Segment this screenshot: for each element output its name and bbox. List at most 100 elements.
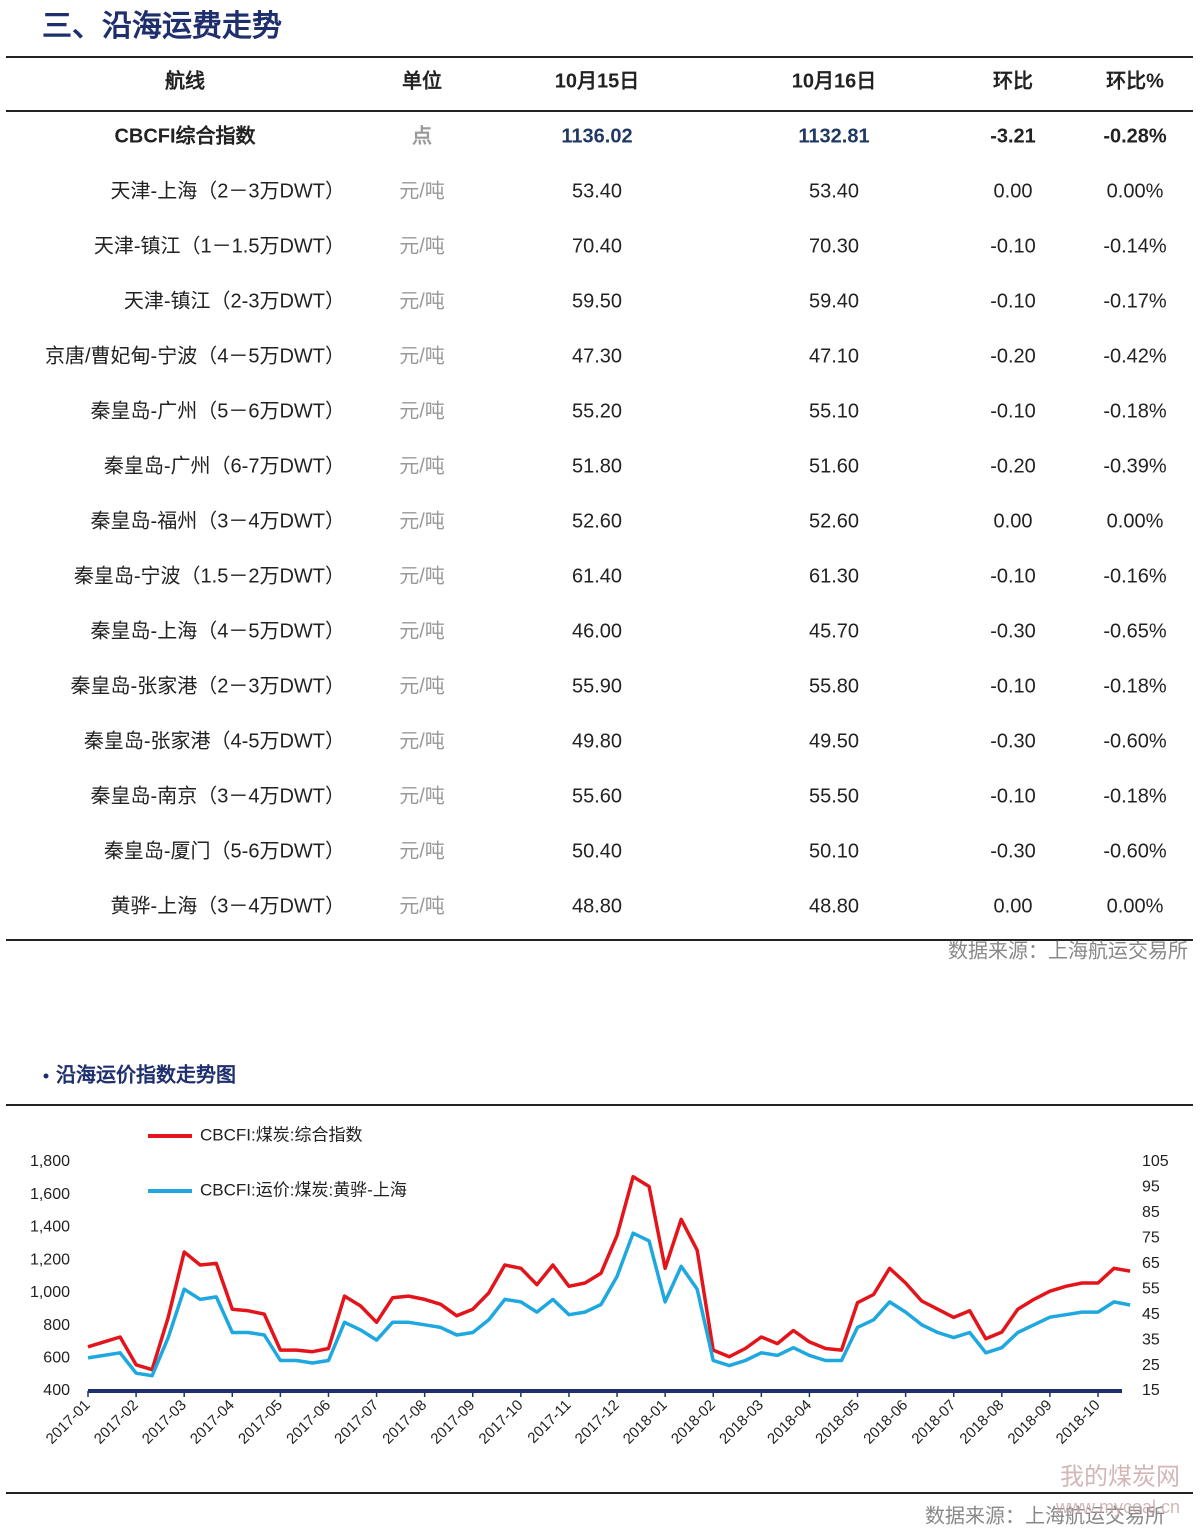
cell: -0.60% [1103, 840, 1167, 862]
cell: -0.39% [1103, 455, 1167, 477]
x-tick-label: 2017-01 [43, 1397, 94, 1448]
cell: 元/吨 [399, 289, 445, 312]
cell: 48.80 [809, 895, 859, 917]
cell: 45.70 [809, 620, 859, 642]
route: 秦皇岛-张家港（4-5万DWT） [84, 729, 345, 752]
y2-tick-label: 95 [1142, 1179, 1160, 1196]
x-tick-label: 2017-07 [331, 1397, 382, 1448]
cell: 55.80 [809, 675, 859, 697]
watermark: www.mycoal.cn [1055, 1497, 1180, 1517]
cell: 59.40 [809, 290, 859, 312]
cell: 元/吨 [399, 619, 445, 642]
route: 京唐/曹妃甸-宁波（4－5万DWT） [45, 344, 345, 367]
y2-tick-label: 35 [1142, 1331, 1160, 1348]
cell: 55.50 [809, 785, 859, 807]
cell: 49.50 [809, 730, 859, 752]
cell: 51.80 [572, 455, 622, 477]
y-tick-label: 400 [43, 1382, 70, 1399]
watermark: 我的煤炭网 [1060, 1463, 1180, 1490]
route: 秦皇岛-宁波（1.5－2万DWT） [74, 564, 345, 587]
cell: 0.00 [994, 180, 1033, 202]
cell: 点 [412, 124, 432, 147]
cell: -0.28% [1103, 125, 1167, 147]
cell: 55.20 [572, 400, 622, 422]
x-tick-label: 2017-09 [427, 1397, 478, 1448]
x-tick-label: 2017-10 [476, 1397, 527, 1448]
cell: 0.00% [1107, 895, 1164, 917]
x-tick-label: 2018-04 [764, 1397, 815, 1448]
cell: 50.10 [809, 840, 859, 862]
cell: -0.30 [990, 620, 1036, 642]
cell: 元/吨 [399, 564, 445, 587]
cell: 元/吨 [399, 179, 445, 202]
cell: 55.90 [572, 675, 622, 697]
y2-tick-label: 55 [1142, 1280, 1160, 1297]
route: 秦皇岛-福州（3－4万DWT） [91, 509, 345, 532]
chart-source: 数据来源：上海航运交易所 [925, 1504, 1165, 1527]
cell: 元/吨 [399, 839, 445, 862]
cell: -0.10 [990, 400, 1036, 422]
cell: 48.80 [572, 895, 622, 917]
cell: -0.60% [1103, 730, 1167, 752]
x-tick-label: 2018-09 [1005, 1397, 1056, 1448]
legend-label: CBCFI:煤炭:综合指数 [200, 1125, 362, 1144]
cell: 51.60 [809, 455, 859, 477]
y2-tick-label: 75 [1142, 1230, 1160, 1247]
y-tick-label: 600 [43, 1350, 70, 1367]
column-header: 单位 [402, 68, 442, 92]
cell: -0.18% [1103, 400, 1167, 422]
cell: 49.80 [572, 730, 622, 752]
x-tick-label: 2018-05 [812, 1397, 863, 1448]
y-tick-label: 1,400 [30, 1219, 70, 1236]
cell: -0.17% [1103, 290, 1167, 312]
x-tick-label: 2017-04 [187, 1397, 238, 1448]
cell: 70.40 [572, 235, 622, 257]
route: 秦皇岛-张家港（2－3万DWT） [71, 674, 345, 697]
cell: 46.00 [572, 620, 622, 642]
x-tick-label: 2018-02 [668, 1397, 719, 1448]
cell: -0.42% [1103, 345, 1167, 367]
y-tick-label: 1,200 [30, 1251, 70, 1268]
cell: -0.30 [990, 730, 1036, 752]
cell: 元/吨 [399, 454, 445, 477]
route: 天津-镇江（2-3万DWT） [124, 289, 345, 312]
cell: -0.20 [990, 455, 1036, 477]
route: 天津-上海（2－3万DWT） [111, 179, 345, 202]
y-tick-label: 1,000 [30, 1284, 70, 1301]
cell: -0.14% [1103, 235, 1167, 257]
column-header: 航线 [165, 68, 205, 92]
chart-title: 沿海运价指数走势图 [56, 1062, 236, 1086]
cell: -0.16% [1103, 565, 1167, 587]
cell: 53.40 [809, 180, 859, 202]
x-tick-label: 2018-03 [716, 1397, 767, 1448]
cell: 元/吨 [399, 784, 445, 807]
cell: -0.10 [990, 785, 1036, 807]
cell: 70.30 [809, 235, 859, 257]
bullet [43, 1073, 49, 1079]
cell: -0.65% [1103, 620, 1167, 642]
y2-tick-label: 45 [1142, 1306, 1160, 1323]
route: 黄骅-上海（3－4万DWT） [111, 894, 345, 917]
x-tick-label: 2017-06 [283, 1397, 334, 1448]
cell: -0.20 [990, 345, 1036, 367]
cell: 53.40 [572, 180, 622, 202]
cell: 0.00 [994, 510, 1033, 532]
x-tick-label: 2018-07 [908, 1397, 959, 1448]
series-line [87, 1231, 1131, 1378]
y-tick-label: 800 [43, 1317, 70, 1334]
y2-tick-label: 65 [1142, 1255, 1160, 1272]
y-tick-label: 1,600 [30, 1186, 70, 1203]
cell: 0.00% [1107, 180, 1164, 202]
cell: 61.40 [572, 565, 622, 587]
x-tick-label: 2017-02 [91, 1397, 142, 1448]
route: 秦皇岛-广州（5－6万DWT） [91, 399, 345, 422]
section-title: 三、沿海运费走势 [42, 10, 282, 43]
series-line [87, 1174, 1131, 1372]
x-tick-label: 2018-06 [860, 1397, 911, 1448]
cell: -3.21 [990, 125, 1036, 147]
x-tick-label: 2018-10 [1053, 1397, 1104, 1448]
y2-tick-label: 15 [1142, 1382, 1160, 1399]
cell: 元/吨 [399, 399, 445, 422]
y-tick-label: 1,800 [30, 1153, 70, 1170]
